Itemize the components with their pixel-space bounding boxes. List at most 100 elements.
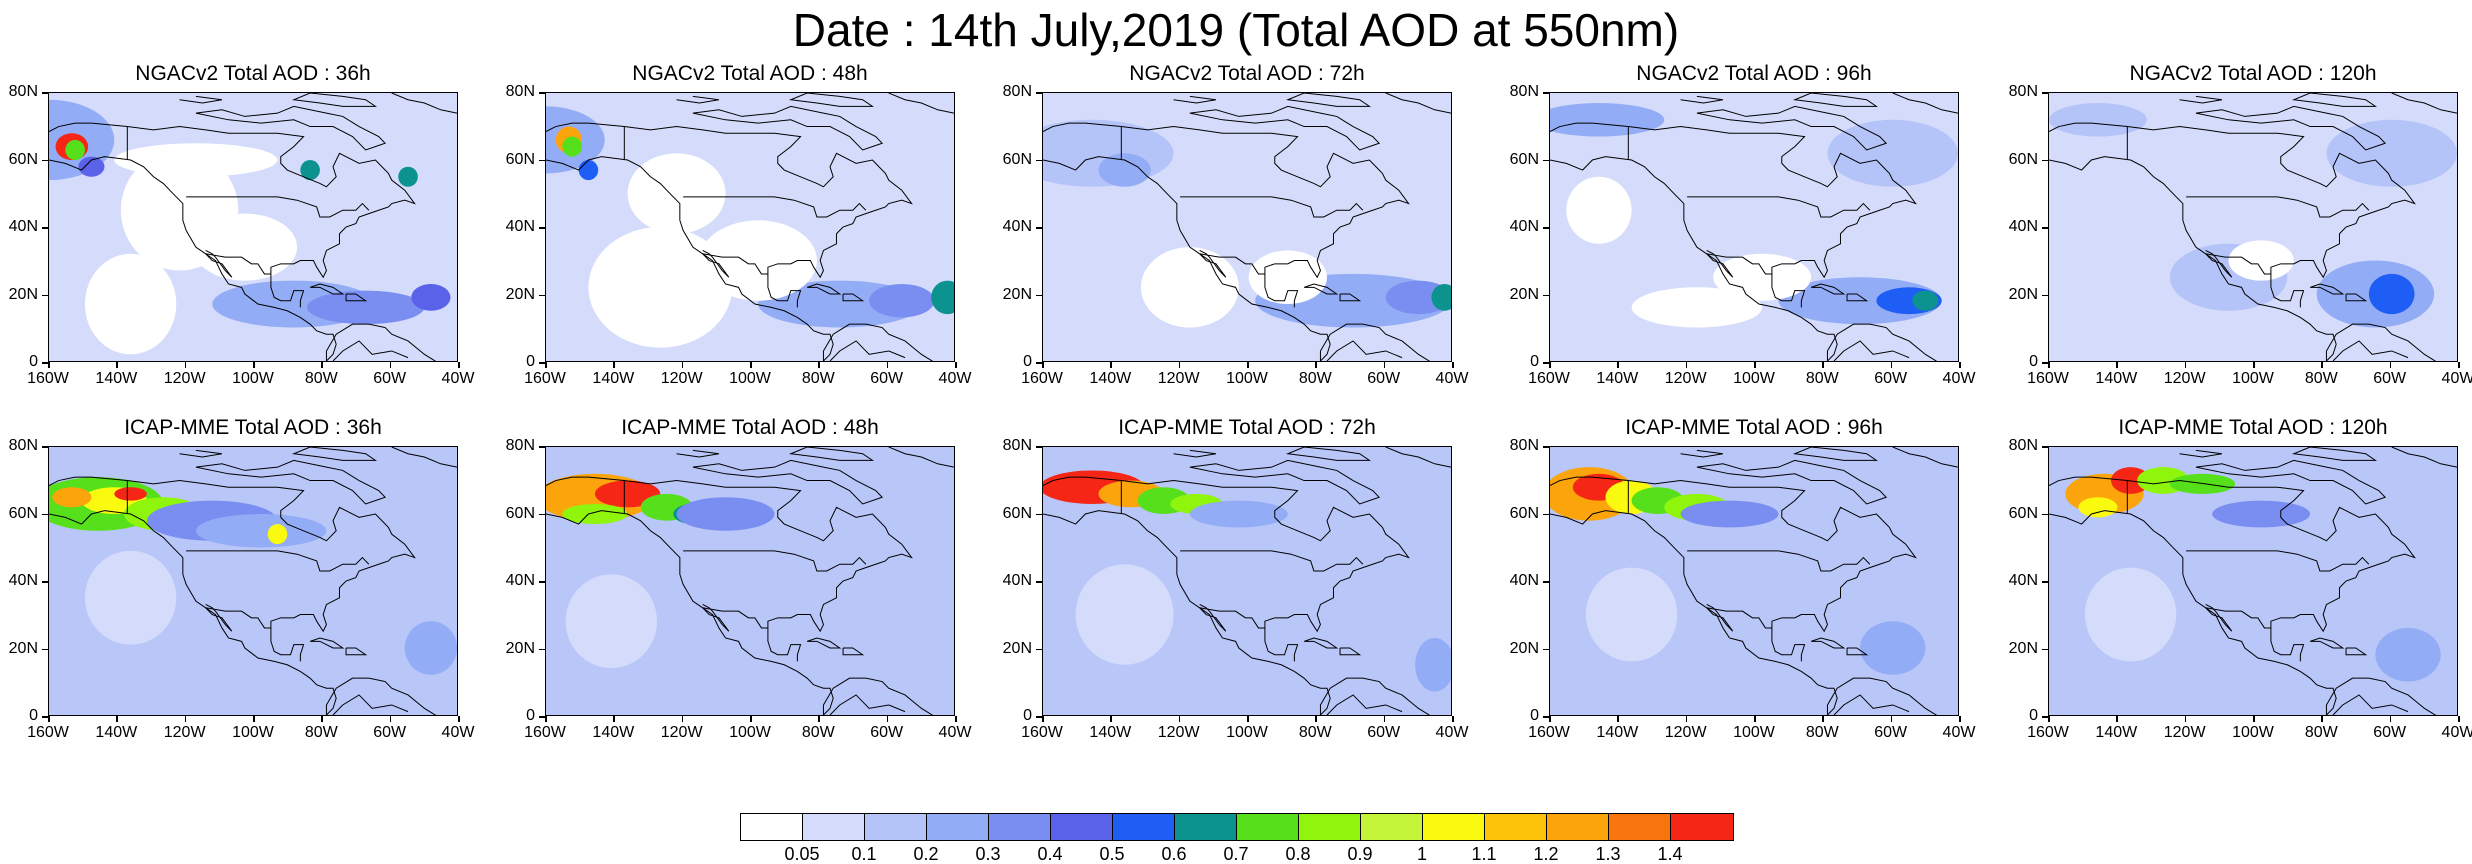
aod-region xyxy=(1713,253,1812,301)
lat-tick xyxy=(1543,581,1549,583)
country-border xyxy=(1706,607,1772,629)
lat-label: 20N xyxy=(1002,285,1032,303)
lon-label: 100W xyxy=(2232,370,2274,387)
lon-label: 40W xyxy=(1942,370,1976,387)
lon-tick xyxy=(545,362,547,368)
lon-label: 120W xyxy=(1664,724,1707,741)
aod-region xyxy=(1415,637,1451,692)
lon-tick xyxy=(1178,716,1181,722)
lon-tick xyxy=(681,362,684,368)
coastline xyxy=(806,637,842,649)
coastline xyxy=(2179,449,2223,458)
aod-region xyxy=(192,213,298,281)
coastline xyxy=(325,677,437,715)
country-border xyxy=(1199,607,1265,629)
lon-tick xyxy=(1685,362,1688,368)
lat-label: 40N xyxy=(8,218,38,235)
lat-tick xyxy=(539,446,545,448)
lat-tick xyxy=(2042,227,2048,229)
coastline xyxy=(1043,156,1331,361)
aod-region xyxy=(300,160,320,181)
coastline xyxy=(546,510,834,715)
coastline xyxy=(2205,603,2233,632)
lon-tick xyxy=(116,716,118,722)
lat-label: 20N xyxy=(505,639,535,657)
lon-label: 60W xyxy=(2373,724,2407,741)
lon-tick xyxy=(458,716,460,722)
coastline xyxy=(788,93,875,107)
lon-label: 80W xyxy=(1805,370,1839,387)
figure-title: Date : 14th July,2019 (Total AOD at 550n… xyxy=(792,4,1680,56)
coastline xyxy=(676,449,720,458)
aod-region xyxy=(114,487,147,501)
colorbar-label: 0.9 xyxy=(1347,844,1373,864)
lat-label: 80N xyxy=(1509,83,1539,100)
coastline xyxy=(1792,447,1879,461)
lat-tick xyxy=(42,362,48,364)
country-border xyxy=(2205,253,2271,275)
coastline xyxy=(1199,249,1227,278)
lat-label: 60N xyxy=(505,504,535,522)
coastline xyxy=(1680,95,1724,104)
lon-label: 120W xyxy=(2163,370,2206,387)
coastline xyxy=(822,677,934,715)
lon-label: 140W xyxy=(1089,724,1132,741)
lon-tick xyxy=(48,362,50,368)
coastline xyxy=(195,459,387,505)
aod-region xyxy=(1566,176,1632,244)
aod-region xyxy=(52,487,92,508)
lon-label: 100W xyxy=(729,724,771,741)
country-border xyxy=(2186,550,2370,572)
colorbar-label: 1.3 xyxy=(1595,844,1621,864)
lat-label: 20N xyxy=(2008,285,2038,303)
lon-label: 80W xyxy=(2304,724,2338,741)
coastline xyxy=(1173,449,1217,458)
country-border xyxy=(702,607,768,629)
lat-label: 60N xyxy=(1509,150,1539,168)
country-border xyxy=(1687,550,1871,572)
lon-tick xyxy=(2458,362,2460,368)
coastline xyxy=(546,156,834,361)
lon-label: 100W xyxy=(729,370,771,387)
aod-region xyxy=(2375,627,2441,682)
coastline xyxy=(1303,637,1339,649)
lon-tick xyxy=(1617,362,1619,368)
coastline xyxy=(1892,447,1958,468)
coastline xyxy=(1189,105,1381,151)
coastline xyxy=(1792,93,1879,107)
coastline xyxy=(1303,283,1339,295)
lon-tick xyxy=(1110,716,1112,722)
lat-tick xyxy=(1543,159,1549,161)
lon-label: 120W xyxy=(1157,370,1200,387)
aod-region xyxy=(2084,567,2177,662)
lat-label: 20N xyxy=(2008,639,2038,657)
lat-label: 60N xyxy=(1509,504,1539,522)
lon-tick xyxy=(681,716,684,722)
lon-tick xyxy=(253,362,255,368)
lon-tick xyxy=(2184,716,2187,722)
aod-region xyxy=(195,514,327,548)
lon-tick xyxy=(545,716,547,722)
lon-label: 40W xyxy=(1942,724,1976,741)
panel-title: NGACv2 Total AOD : 96h xyxy=(1636,62,1872,85)
lat-label: 40N xyxy=(2008,572,2038,589)
aod-region xyxy=(1827,119,1958,187)
coastline xyxy=(1326,340,1403,361)
lon-label: 80W xyxy=(1298,724,1332,741)
aod-region xyxy=(398,166,418,187)
country-border xyxy=(205,607,271,629)
country-border xyxy=(683,196,867,218)
lat-label: 80N xyxy=(2008,437,2038,454)
panel-title: ICAP-MME Total AOD : 48h xyxy=(621,416,879,439)
coastline xyxy=(1339,293,1362,302)
lon-tick xyxy=(1042,716,1044,722)
lon-label: 40W xyxy=(1435,370,1469,387)
lon-label: 60W xyxy=(2373,370,2407,387)
colorbar-label: 1 xyxy=(1416,844,1427,864)
lon-label: 160W xyxy=(1021,370,1063,387)
lon-tick xyxy=(1890,362,1893,368)
lat-tick xyxy=(42,716,48,718)
lat-tick xyxy=(2042,513,2048,515)
country-border xyxy=(1199,253,1265,275)
coastline xyxy=(205,249,233,278)
